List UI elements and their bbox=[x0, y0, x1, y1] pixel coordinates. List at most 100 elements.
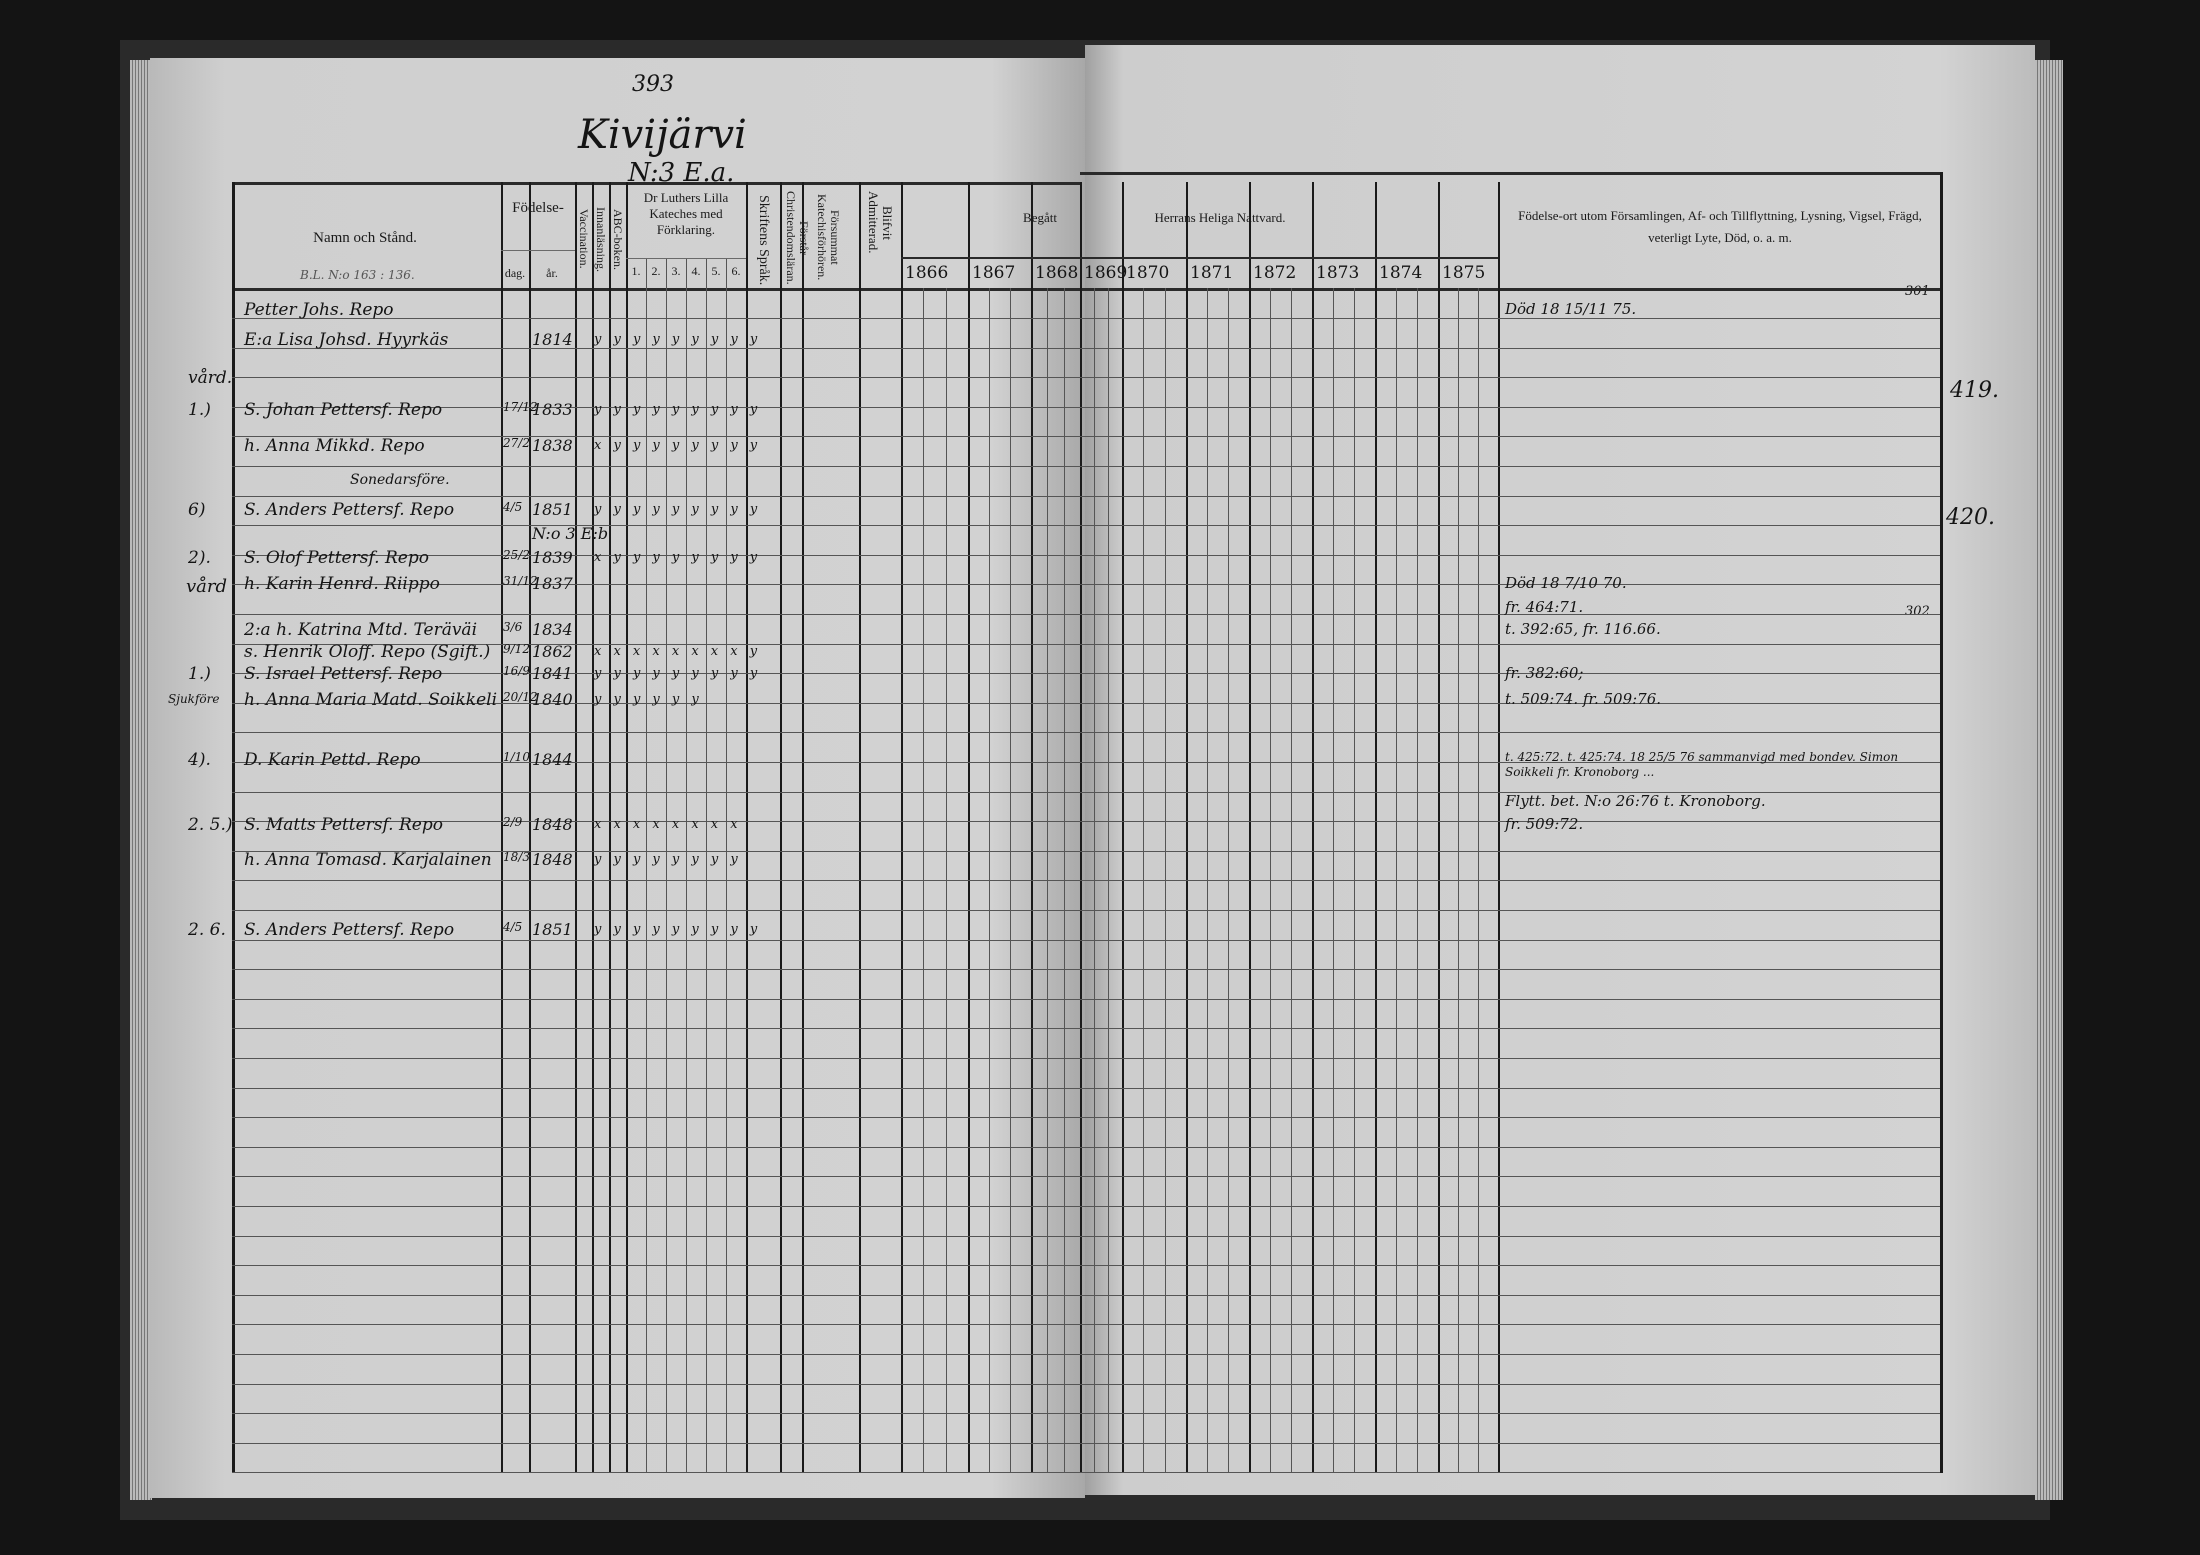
column-rule bbox=[575, 182, 577, 1473]
year-header: 1872 bbox=[1253, 263, 1297, 283]
remark: t. 425:72. t. 425:74. 18 25/5 76 sammanv… bbox=[1505, 750, 1899, 779]
column-rule bbox=[1080, 182, 1082, 1473]
birth-year: 1844 bbox=[532, 750, 573, 769]
header-birth-year: år. bbox=[546, 266, 558, 280]
year-header: 1866 bbox=[905, 263, 949, 283]
column-rule bbox=[1249, 182, 1251, 1473]
catechism-subcolumn-rule bbox=[706, 258, 707, 1473]
row-number: 2. 6. bbox=[188, 920, 226, 940]
year-header: 1869 bbox=[1084, 263, 1128, 283]
row-rule bbox=[232, 732, 1940, 733]
year-header: 1868 bbox=[1035, 263, 1079, 283]
header-communion-right: Herrans Heliga Nattvard. bbox=[1154, 210, 1286, 225]
row-number: 2). bbox=[188, 548, 211, 568]
person-name: E:a Lisa Johsd. Hyyrkäs bbox=[244, 330, 449, 350]
row-rule bbox=[232, 555, 1940, 556]
row-rule bbox=[232, 851, 1940, 852]
header-name: Namn och Stånd. bbox=[313, 230, 417, 246]
column-rule bbox=[1312, 182, 1314, 1473]
table-header-rule bbox=[232, 288, 1940, 291]
catechism-part-header: 1. bbox=[631, 264, 641, 278]
birth-day: 17/12 bbox=[503, 400, 538, 414]
row-rule bbox=[232, 318, 1940, 319]
outer-margin-number: 420. bbox=[1946, 505, 1995, 530]
row-rule bbox=[232, 407, 1940, 408]
row-rule bbox=[232, 762, 1940, 763]
catechism-subcolumn-rule bbox=[726, 258, 727, 1473]
margin-note: vård bbox=[186, 576, 228, 597]
column-rule bbox=[609, 182, 611, 1473]
header-admitted: Blifvit Admitterad. bbox=[866, 191, 895, 254]
birth-year: 1839 bbox=[532, 548, 573, 567]
year-header: 1874 bbox=[1379, 263, 1423, 283]
birth-day: 18/3 bbox=[503, 850, 530, 864]
remark: fr. 464:71. bbox=[1505, 598, 1584, 616]
row-rule bbox=[232, 703, 1940, 704]
birth-day: 4/5 bbox=[503, 920, 523, 934]
person-name: h. Anna Tomasd. Karjalainen bbox=[244, 850, 492, 870]
remark: fr. 509:72. bbox=[1505, 815, 1584, 833]
header-abc: ABC-boken. bbox=[611, 208, 625, 270]
year-header: 1867 bbox=[972, 263, 1016, 283]
parish-title: Kivijärvi bbox=[578, 112, 747, 158]
person-name: S. Olof Pettersf. Repo bbox=[244, 548, 429, 568]
person-name: 2:a h. Katrina Mtd. Teräväi bbox=[244, 620, 478, 640]
left-page bbox=[150, 58, 1085, 1498]
row-number: 1.) bbox=[188, 664, 211, 684]
column-rule bbox=[1438, 182, 1440, 1473]
row-rule bbox=[232, 1324, 1940, 1325]
catechism-marks: x x x x x x x x bbox=[594, 817, 742, 832]
birth-year: 1851 bbox=[532, 500, 573, 519]
person-name: S. Matts Pettersf. Repo bbox=[244, 815, 443, 835]
remark: t. 509:74. fr. 509:76. bbox=[1505, 690, 1662, 708]
column-rule bbox=[1031, 182, 1033, 1473]
birth-day: 25/2 bbox=[503, 548, 530, 562]
row-rule bbox=[232, 1236, 1940, 1237]
row-rule bbox=[232, 348, 1940, 349]
header-catechism: Dr Luthers Lilla Kateches med Förklaring… bbox=[643, 190, 729, 237]
row-rule bbox=[232, 1354, 1940, 1355]
person-name: S. Israel Pettersf. Repo bbox=[244, 664, 443, 684]
row-rule bbox=[232, 525, 1940, 526]
column-rule bbox=[1186, 182, 1188, 1473]
birth-year: 1838 bbox=[532, 436, 573, 455]
person-name: D. Karin Pettd. Repo bbox=[244, 750, 421, 770]
birth-header-rule bbox=[501, 250, 575, 251]
birth-day: 3/6 bbox=[503, 620, 523, 634]
row-number: 1.) bbox=[188, 400, 211, 420]
header-scripture: Skriftens Språk. bbox=[756, 195, 771, 286]
catechism-subcolumn-rule bbox=[666, 258, 667, 1473]
right-page bbox=[1085, 45, 2035, 1495]
header-remarks: Födelse-ort utom Församlingen, Af- och T… bbox=[1518, 208, 1922, 245]
header-understands: Förstår Christendomsläran. bbox=[784, 190, 811, 285]
row-rule bbox=[232, 466, 1940, 467]
row-rule bbox=[232, 910, 1940, 911]
person-name: Sonedarsföre. bbox=[350, 472, 450, 488]
left-page-edges bbox=[130, 60, 152, 1500]
column-rule bbox=[746, 182, 748, 1473]
row-rule bbox=[232, 999, 1940, 1000]
table-border bbox=[232, 182, 235, 1473]
row-rule bbox=[232, 1472, 1940, 1473]
row-rule bbox=[232, 436, 1940, 437]
catechism-marks: x y y y y y y y y bbox=[594, 438, 762, 453]
outer-margin-number: 419. bbox=[1950, 378, 1999, 403]
header-communion-left: Begått bbox=[1023, 210, 1057, 225]
birth-year: 1848 bbox=[532, 815, 573, 834]
row-rule bbox=[232, 1176, 1940, 1177]
row-rule bbox=[232, 584, 1940, 585]
row-rule bbox=[232, 1088, 1940, 1089]
birth-year: 1851 bbox=[532, 920, 573, 939]
catechism-marks: y y y y y y y y y bbox=[594, 332, 762, 347]
catechism-part-header: 3. bbox=[671, 264, 681, 278]
row-rule bbox=[232, 673, 1940, 674]
birth-year: 1837 bbox=[532, 574, 573, 593]
birth-day: 31/12 bbox=[503, 574, 538, 588]
row-rule bbox=[232, 1443, 1940, 1444]
row-rule bbox=[232, 1147, 1940, 1148]
row-rule bbox=[232, 614, 1940, 615]
header-reading: Innanläsning. bbox=[594, 206, 608, 272]
catechism-part-header: 6. bbox=[731, 264, 741, 278]
person-name: s. Henrik Oloff. Repo (Sgift.) bbox=[244, 642, 491, 662]
remark: fr. 382:60; bbox=[1505, 664, 1584, 682]
